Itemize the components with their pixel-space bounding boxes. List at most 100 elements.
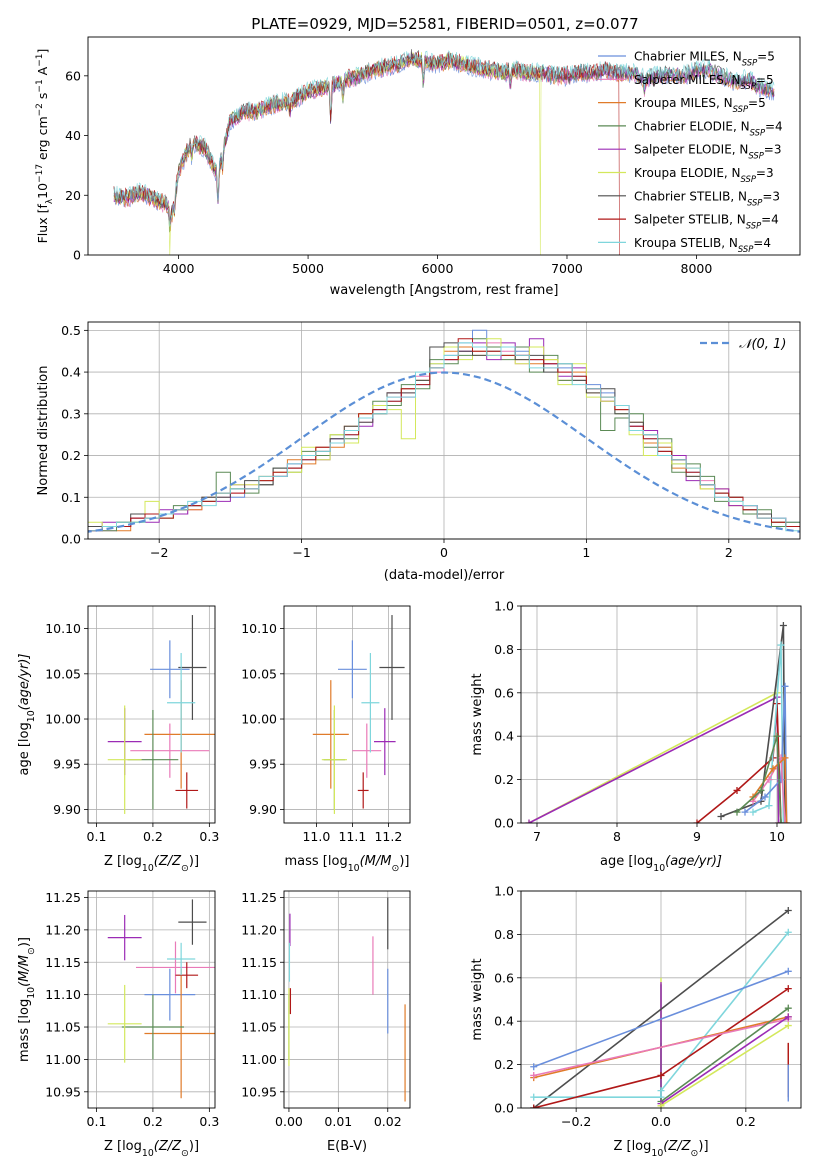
y-tick-label: 11.10 xyxy=(45,987,81,1002)
y-tick-label: 11.25 xyxy=(45,890,81,905)
x-tick-label: 5000 xyxy=(292,261,324,276)
series-marker-chabrier_miles xyxy=(741,808,749,816)
x-tick-label: 11.1 xyxy=(338,829,366,844)
y-axis-label-part: λ xyxy=(45,198,55,204)
x-tick-label: 1 xyxy=(582,545,590,560)
x-axis-label-part: (Z/Z xyxy=(663,1139,691,1154)
x-tick-label: 0.01 xyxy=(324,1114,352,1129)
spectrum-line-chabrier_stelib xyxy=(113,49,775,221)
legend-label-part: Salpeter STELIB, N xyxy=(634,213,746,227)
legend-label-part: SSP xyxy=(738,244,754,254)
legend-label-part: =4 xyxy=(761,213,779,227)
axes-frame xyxy=(87,36,801,256)
gaussian-curve xyxy=(88,371,800,533)
legend-label-part: =5 xyxy=(756,73,774,87)
y-axis-label-part: ⊙ xyxy=(26,947,37,955)
panel-mass_vs_ebv: 0.00 0.01 0.02 10.95 11.00 11.05 11.10 11.15 11.… xyxy=(241,890,411,1154)
legend-label-part: Chabrier STELIB, N xyxy=(634,189,747,203)
x-tick-label: 0.3 xyxy=(199,829,219,844)
legend-label-part: SSP xyxy=(748,151,764,161)
x-axis-label: wavelength [Angstrom, rest frame] xyxy=(330,283,559,298)
legend-label: Kroupa STELIB, NSSP=4 xyxy=(634,236,771,254)
series-line-kroupa_elodie xyxy=(660,1024,789,1107)
legend-label-part: Salpeter MILES, N xyxy=(634,73,741,87)
plot-area xyxy=(525,622,791,823)
series-line-salpeter_elodie xyxy=(660,1016,789,1105)
axes-frame xyxy=(520,605,802,824)
series-marker-salpeter_miles xyxy=(530,1071,538,1079)
x-tick-label: 0.2 xyxy=(143,829,163,844)
x-axis-label-part: Z [log xyxy=(104,854,142,869)
series-marker-kroupa_stelib xyxy=(779,819,787,823)
series-line-chabrier_miles xyxy=(533,970,789,1068)
plot-area xyxy=(312,615,405,814)
panel-mass_vs_Z: 0.1 0.2 0.3 10.95 11.00 11.05 11.10 11.15 11.20 1… xyxy=(17,890,219,1159)
y-axis-label: mass weight xyxy=(470,673,485,755)
x-axis-label-part: Z [log xyxy=(104,1139,142,1154)
series-marker-kroupa_stelib xyxy=(765,802,773,810)
y-tick-label: 11.20 xyxy=(241,922,277,937)
x-axis-label-part: ⊙ xyxy=(691,1148,699,1159)
legend-label-part: =3 xyxy=(762,189,780,203)
legend-label-part: SSP xyxy=(746,221,762,231)
x-tick-label: 10 xyxy=(769,829,785,844)
y-tick-label: 11.15 xyxy=(241,955,277,970)
legend-label-part: Chabrier MILES, N xyxy=(634,50,742,64)
x-axis-label-part: (Z/Z xyxy=(154,1139,182,1154)
axes-frame xyxy=(283,890,411,1109)
y-axis-label: mass weight xyxy=(470,958,485,1040)
y-axis-label-part: −1 xyxy=(35,54,45,67)
legend-label-part: =4 xyxy=(753,236,771,250)
series-marker-chabrier_miles xyxy=(784,967,792,975)
x-tick-label: 0.3 xyxy=(199,1114,219,1129)
y-tick-label: 10.95 xyxy=(45,1084,81,1099)
x-tick-label: −0.2 xyxy=(561,1114,591,1129)
x-axis-label: age [log10(age/yr)] xyxy=(600,854,722,874)
x-axis-label-part: ⊙ xyxy=(181,1148,189,1159)
y-tick-label: 0.8 xyxy=(494,642,514,657)
y-axis-label-part: 10 xyxy=(35,183,50,199)
x-axis-label-part: ⊙ xyxy=(391,863,399,874)
series-marker-salpeter_stelib xyxy=(733,786,741,794)
x-tick-label: 9 xyxy=(693,829,701,844)
x-tick-label: 7 xyxy=(533,829,541,844)
y-tick-label: 0.2 xyxy=(494,772,514,787)
x-axis-label: Z [log10(Z/Z⊙)] xyxy=(613,1139,708,1159)
figure-title: PLATE=0929, MJD=52581, FIBERID=0501, z=0… xyxy=(251,15,638,33)
x-axis-label-part: ⊙ xyxy=(181,863,189,874)
series-marker-kroupa_stelib xyxy=(777,641,785,649)
y-tick-label: 0.8 xyxy=(494,927,514,942)
x-axis-label: (data-model)/error xyxy=(384,568,505,583)
x-axis-label-part: 10 xyxy=(651,1148,663,1159)
y-tick-label: 0.3 xyxy=(61,406,81,421)
x-tick-label: −2 xyxy=(150,545,168,560)
series-line-chabrier_elodie xyxy=(736,735,782,823)
y-tick-label: 11.00 xyxy=(241,1052,277,1067)
y-axis-label-part: Flux [f xyxy=(35,204,50,244)
series-marker-chabrier_miles xyxy=(781,682,789,690)
x-axis-label-part: 10 xyxy=(142,863,154,874)
y-tick-label: 0.1 xyxy=(61,490,81,505)
y-tick-label: 0.2 xyxy=(494,1057,514,1072)
x-tick-label: −1 xyxy=(292,545,310,560)
y-tick-label: 0.0 xyxy=(61,532,81,547)
series-marker-kroupa_miles xyxy=(783,819,791,823)
y-axis-label: Flux [fλ10−17 erg cm−2 s−1 A−1] xyxy=(35,49,55,244)
x-tick-label: 0.1 xyxy=(87,829,107,844)
legend-label: 𝒩(0, 1) xyxy=(739,337,786,352)
legend-label-part: =5 xyxy=(748,96,766,110)
y-tick-label: 10.00 xyxy=(45,712,81,727)
series-line-chabrier_elodie xyxy=(660,1007,789,1103)
y-tick-label: 11.05 xyxy=(45,1020,81,1035)
y-tick-label: 10.10 xyxy=(241,621,277,636)
legend-label: Chabrier MILES, NSSP=5 xyxy=(634,50,775,68)
y-tick-label: 0.5 xyxy=(61,323,81,338)
series-marker-kroupa_miles xyxy=(781,754,789,762)
x-tick-label: 0.0 xyxy=(651,1114,671,1129)
legend-label: Kroupa ELODIE, NSSP=3 xyxy=(634,166,774,184)
y-tick-label: 9.95 xyxy=(249,757,277,772)
y-axis-label-part: age [log xyxy=(17,722,32,775)
legend-label: Salpeter MILES, NSSP=5 xyxy=(634,73,774,91)
series-marker-kroupa_stelib xyxy=(784,928,792,936)
